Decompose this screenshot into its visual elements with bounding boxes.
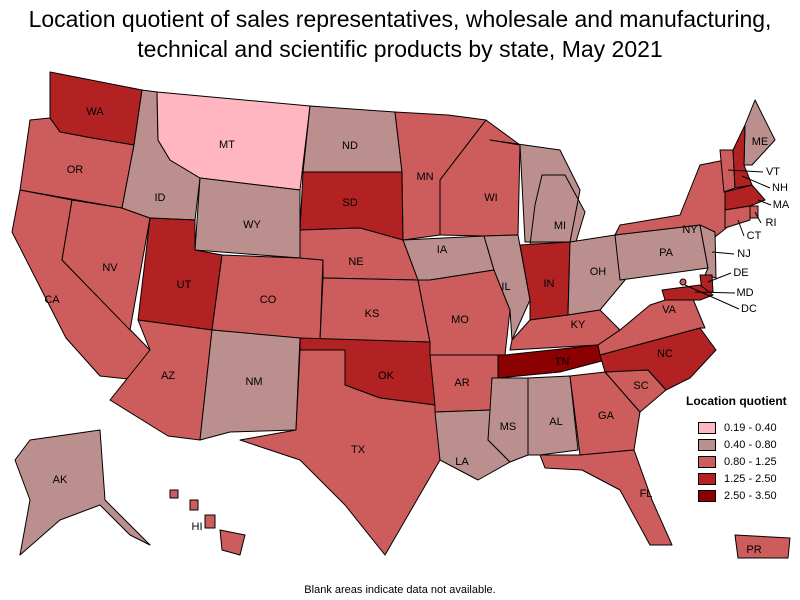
state-label-az: AZ (161, 370, 175, 382)
state-nh (732, 124, 753, 189)
state-label-pa: PA (659, 247, 674, 259)
leader-line-nh (741, 175, 771, 189)
state-label-wi: WI (484, 192, 497, 204)
state-label-hi: HI (192, 521, 203, 533)
legend-title: Location quotient (686, 394, 787, 408)
legend-item: 0.19 - 0.40 (698, 421, 777, 435)
state-label-il: IL (501, 281, 510, 293)
state-label-or: OR (67, 164, 84, 176)
state-label-nj: NJ (737, 248, 750, 260)
state-ky (509, 309, 621, 351)
state-label-mn: MN (416, 171, 433, 183)
state-label-ga: GA (598, 410, 615, 422)
state-label-ak: AK (53, 474, 68, 486)
state-label-co: CO (260, 294, 277, 306)
state-label-sc: SC (633, 380, 648, 392)
state-label-al: AL (549, 416, 562, 428)
state-label-ne: NE (348, 256, 363, 268)
legend-swatch (698, 422, 716, 434)
state-label-pr: PR (746, 544, 761, 556)
state-label-ky: KY (571, 319, 586, 331)
state-ak (14, 429, 151, 556)
state-label-ms: MS (500, 421, 517, 433)
leader-line-vt (727, 169, 764, 173)
map-title: Location quotient of sales representativ… (28, 6, 772, 62)
state-label-fl: FL (640, 488, 653, 500)
footnote: Blank areas indicate data not available. (304, 584, 496, 596)
state-al (527, 375, 579, 456)
legend-label: 2.50 - 3.50 (724, 490, 777, 502)
state-label-ar: AR (454, 377, 469, 389)
state-label-wa: WA (86, 106, 104, 118)
state-label-dc: DC (741, 303, 757, 315)
leader-line-ri (754, 211, 762, 224)
state-label-ny: NY (682, 224, 698, 236)
leader-line-de (707, 272, 732, 283)
state-label-nh: NH (772, 182, 788, 194)
state-label-md: MD (736, 287, 753, 299)
state-ma (724, 184, 766, 211)
state-label-ca: CA (44, 294, 60, 306)
state-label-oh: OH (590, 266, 607, 278)
state-label-me: ME (752, 136, 769, 148)
state-label-mo: MO (451, 314, 469, 326)
state-label-va: VA (662, 304, 677, 316)
legend-item: 0.80 - 1.25 (698, 455, 777, 469)
state-md (661, 284, 714, 301)
legend-label: 0.80 - 1.25 (724, 456, 777, 468)
state-tx (239, 349, 441, 556)
state-label-ok: OK (378, 370, 395, 382)
legend-item: 0.40 - 0.80 (698, 438, 777, 452)
leader-line-ct (737, 219, 745, 237)
state-label-mi: MI (554, 220, 566, 232)
state-fl (539, 449, 673, 546)
state-label-ma: MA (773, 199, 790, 211)
legend-swatch (698, 473, 716, 485)
state-hi (169, 489, 246, 556)
legend-item: 2.50 - 3.50 (698, 489, 777, 503)
state-va (597, 291, 706, 356)
state-label-in: IN (544, 278, 555, 290)
state-label-la: LA (455, 456, 469, 468)
state-label-de: DE (733, 267, 748, 279)
state-nm (199, 329, 301, 441)
state-label-nm: NM (245, 376, 262, 388)
legend-swatch (698, 490, 716, 502)
state-label-ct: CT (747, 230, 762, 242)
state-nv (61, 199, 151, 331)
legend-swatch (698, 439, 716, 451)
state-label-tx: TX (351, 444, 366, 456)
state-label-ri: RI (766, 217, 777, 229)
state-nc (599, 327, 717, 391)
state-dc (679, 278, 687, 286)
state-mo (417, 269, 511, 356)
legend-label: 0.40 - 0.80 (724, 439, 777, 451)
state-label-mt: MT (219, 139, 235, 151)
state-label-ut: UT (177, 279, 192, 291)
legend-swatch (698, 456, 716, 468)
legend-label: 0.19 - 0.40 (724, 422, 777, 434)
state-label-id: ID (155, 192, 166, 204)
state-label-nc: NC (657, 348, 673, 360)
state-label-nv: NV (102, 262, 118, 274)
state-label-ia: IA (437, 244, 448, 256)
leader-line-nj (711, 251, 735, 255)
legend-label: 1.25 - 2.50 (724, 473, 777, 485)
state-label-wy: WY (243, 219, 261, 231)
leader-line-dc (684, 284, 740, 310)
state-pr (734, 534, 791, 559)
state-label-ks: KS (365, 308, 380, 320)
legend-item: 1.25 - 2.50 (698, 472, 777, 486)
state-ct (724, 205, 751, 229)
state-label-vt: VT (766, 166, 780, 178)
state-label-sd: SD (342, 197, 357, 209)
state-me (743, 99, 776, 166)
leader-line-ma (757, 199, 772, 206)
state-oh (567, 234, 626, 316)
state-label-tn: TN (555, 356, 570, 368)
state-label-nd: ND (342, 140, 358, 152)
